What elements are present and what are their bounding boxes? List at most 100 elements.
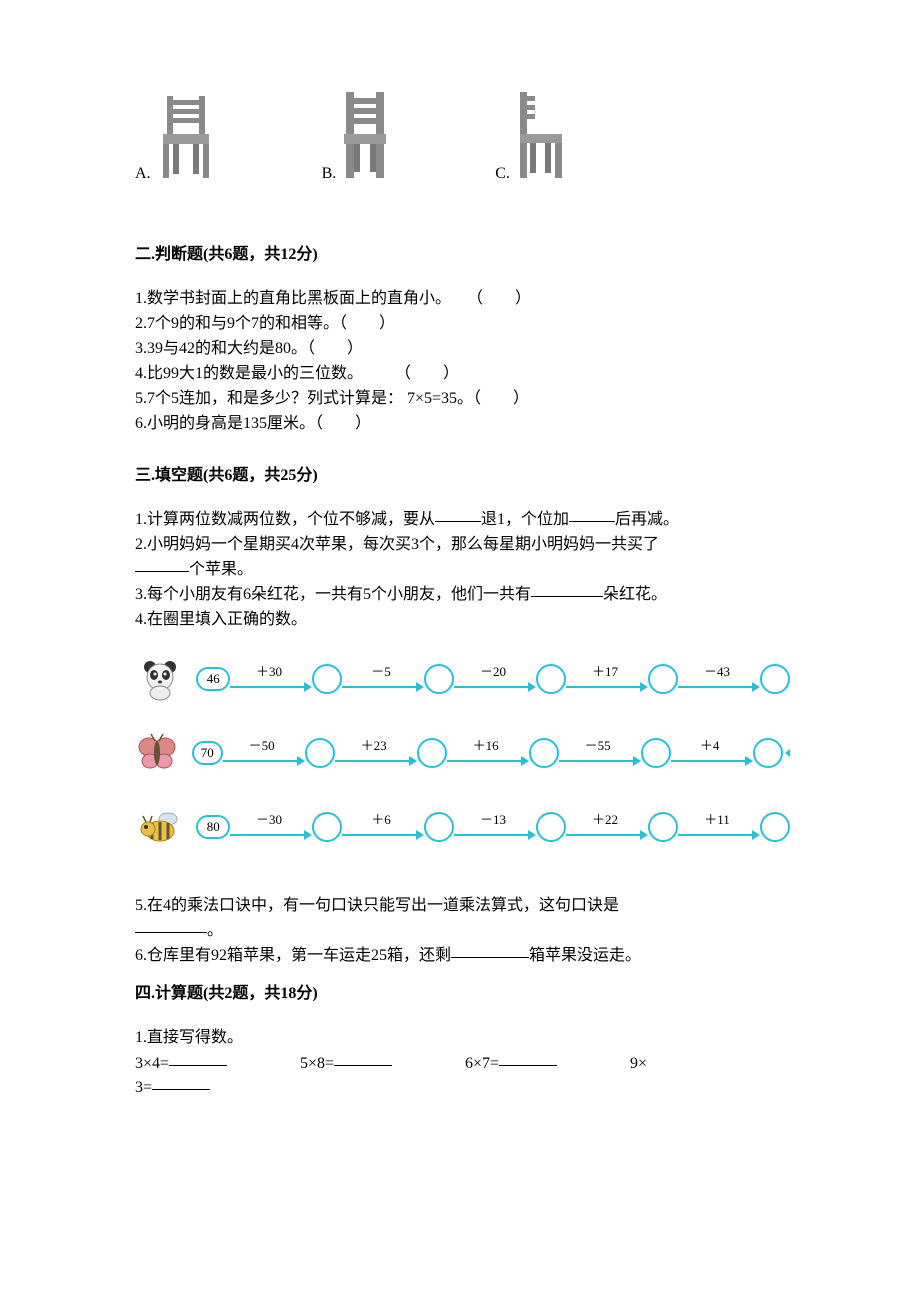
flow-circle[interactable]	[641, 738, 671, 768]
section3-questions-cont: 5.在4的乘法口诀中，有一句口诀只能写出一道乘法算式，这句口诀是 。 6.仓库里…	[135, 894, 790, 968]
calc-d: 9×	[630, 1052, 647, 1076]
s3-q3: 3.每个小朋友有6朵红花，一共有5个小朋友，他们一共有 朵红花。	[135, 583, 790, 607]
flow-start-3: 80	[196, 815, 230, 839]
flow-arrow: ＋4	[671, 738, 753, 768]
section4-questions: 1.直接写得数。 3×4= 5×8= 6×7= 9× 3=	[135, 1026, 790, 1100]
s3-q6b: 箱苹果没运走。	[529, 947, 641, 964]
flow-circle[interactable]	[529, 738, 559, 768]
s2-q4: 4.比99大1的数是最小的三位数。 （ ）	[135, 362, 790, 386]
section3-title: 三.填空题(共6题，共25分)	[135, 464, 790, 488]
blank[interactable]	[169, 1050, 227, 1066]
section2-title: 二.判断题(共6题，共12分)	[135, 243, 790, 267]
flow-circle[interactable]	[305, 738, 335, 768]
flow-arrow: ＋23	[335, 738, 417, 768]
chair-front-icon	[155, 94, 217, 188]
s3-q6a: 6.仓库里有92箱苹果，第一车运走25箱，还剩	[135, 947, 451, 964]
blank[interactable]	[435, 506, 481, 522]
choice-b: B.	[322, 90, 391, 188]
s3-q3a: 3.每个小朋友有6朵红花，一共有5个小朋友，他们一共有	[135, 586, 531, 603]
flow-arrow: －5	[342, 664, 424, 694]
flow-circle[interactable]	[648, 812, 678, 842]
flow-circle[interactable]	[312, 664, 342, 694]
s4-q1: 1.直接写得数。	[135, 1026, 790, 1050]
flow-circle[interactable]	[753, 738, 783, 768]
blank[interactable]	[152, 1074, 210, 1090]
s3-q5-cont: 。	[135, 919, 790, 943]
flow-arrow: ＋11	[678, 812, 760, 842]
blank[interactable]	[451, 942, 529, 958]
flow-diagram: 46 ＋30 －5 －20 ＋17 －43 70 －50 ＋23	[135, 652, 790, 854]
choice-a-label: A.	[135, 162, 151, 188]
flow-circle[interactable]	[417, 738, 447, 768]
flow-start-2: 70	[192, 741, 223, 765]
flow-arrow: ＋30	[230, 664, 312, 694]
choice-c: C.	[495, 90, 570, 188]
s3-q5b: 。	[207, 922, 223, 939]
s3-q2a: 2.小明妈妈一个星期买4次苹果，每次买3个，那么每星期小明妈妈一共买了	[135, 536, 659, 553]
calc-a: 3×4=	[135, 1052, 300, 1076]
s3-q1c: 后再减。	[615, 511, 679, 528]
flow-circle[interactable]	[424, 812, 454, 842]
calc-e: 3=	[135, 1076, 790, 1100]
flow-circle[interactable]	[648, 664, 678, 694]
s3-q2b: 个苹果。	[189, 561, 253, 578]
choice-a: A.	[135, 94, 217, 188]
s3-q2: 2.小明妈妈一个星期买4次苹果，每次买3个，那么每星期小明妈妈一共买了	[135, 533, 790, 557]
flow-arrow: ＋6	[342, 812, 424, 842]
flow-arrow: －30	[230, 812, 312, 842]
s3-q6: 6.仓库里有92箱苹果，第一车运走25箱，还剩 箱苹果没运走。	[135, 944, 790, 968]
blank[interactable]	[531, 581, 603, 597]
s2-q5: 5.7个5连加，和是多少？列式计算是： 7×5=35。（ ）	[135, 387, 790, 411]
panda-icon	[135, 655, 184, 703]
s3-q4: 4.在圈里填入正确的数。	[135, 608, 790, 632]
blank[interactable]	[334, 1050, 392, 1066]
bee-icon	[135, 803, 184, 851]
calc-b: 5×8=	[300, 1052, 465, 1076]
flow-circle[interactable]	[536, 812, 566, 842]
flow-arrow: ＋17	[566, 664, 648, 694]
s2-q1: 1.数学书封面上的直角比黑板面上的直角小。 （ ）	[135, 287, 790, 311]
section2-questions: 1.数学书封面上的直角比黑板面上的直角小。 （ ） 2.7个9的和与9个7的和相…	[135, 287, 790, 436]
flow-start-1: 46	[196, 667, 230, 691]
flow-circle[interactable]	[536, 664, 566, 694]
flow-row-3: 80 －30 ＋6 －13 ＋22 ＋11	[135, 800, 790, 854]
flow-arrow: －20	[454, 664, 536, 694]
flow-circle[interactable]	[312, 812, 342, 842]
blank[interactable]	[569, 506, 615, 522]
flow-circle[interactable]	[760, 664, 790, 694]
butterfly-icon	[135, 729, 180, 777]
chair-back-icon	[340, 90, 390, 188]
s2-q3: 3.39与42的和大约是80。（ ）	[135, 337, 790, 361]
blank[interactable]	[135, 917, 207, 933]
choices-row: A. B.	[135, 90, 790, 188]
blank[interactable]	[135, 556, 189, 572]
flow-row-2: 70 －50 ＋23 ＋16 －55 ＋4	[135, 726, 790, 780]
choice-b-label: B.	[322, 162, 337, 188]
flow-arrow: －55	[559, 738, 641, 768]
s3-q1: 1.计算两位数减两位数，个位不够减，要从 退1，个位加 后再减。	[135, 508, 790, 532]
flow-arrow: －50	[223, 738, 305, 768]
flow-arrow: ＋22	[566, 812, 648, 842]
flow-tail-icon	[785, 748, 790, 758]
flow-arrow: ＋16	[447, 738, 529, 768]
flow-circle[interactable]	[760, 812, 790, 842]
s3-q3b: 朵红花。	[603, 586, 667, 603]
section3-questions: 1.计算两位数减两位数，个位不够减，要从 退1，个位加 后再减。 2.小明妈妈一个星…	[135, 508, 790, 632]
s3-q2-cont: 个苹果。	[135, 558, 790, 582]
flow-row-1: 46 ＋30 －5 －20 ＋17 －43	[135, 652, 790, 706]
s2-q6: 6.小明的身高是135厘米。（ ）	[135, 412, 790, 436]
flow-circle[interactable]	[424, 664, 454, 694]
calc-row: 3×4= 5×8= 6×7= 9×	[135, 1052, 790, 1076]
s2-q2: 2.7个9的和与9个7的和相等。（ ）	[135, 312, 790, 336]
chair-side-icon	[514, 90, 570, 188]
flow-arrow: －43	[678, 664, 760, 694]
choice-c-label: C.	[495, 162, 510, 188]
blank[interactable]	[499, 1050, 557, 1066]
section4-title: 四.计算题(共2题，共18分)	[135, 982, 790, 1006]
s3-q5: 5.在4的乘法口诀中，有一句口诀只能写出一道乘法算式，这句口诀是	[135, 894, 790, 918]
flow-arrow: －13	[454, 812, 536, 842]
s3-q1a: 1.计算两位数减两位数，个位不够减，要从	[135, 511, 435, 528]
s3-q5a: 5.在4的乘法口诀中，有一句口诀只能写出一道乘法算式，这句口诀是	[135, 897, 619, 914]
calc-c: 6×7=	[465, 1052, 630, 1076]
s3-q1b: 退1，个位加	[481, 511, 569, 528]
